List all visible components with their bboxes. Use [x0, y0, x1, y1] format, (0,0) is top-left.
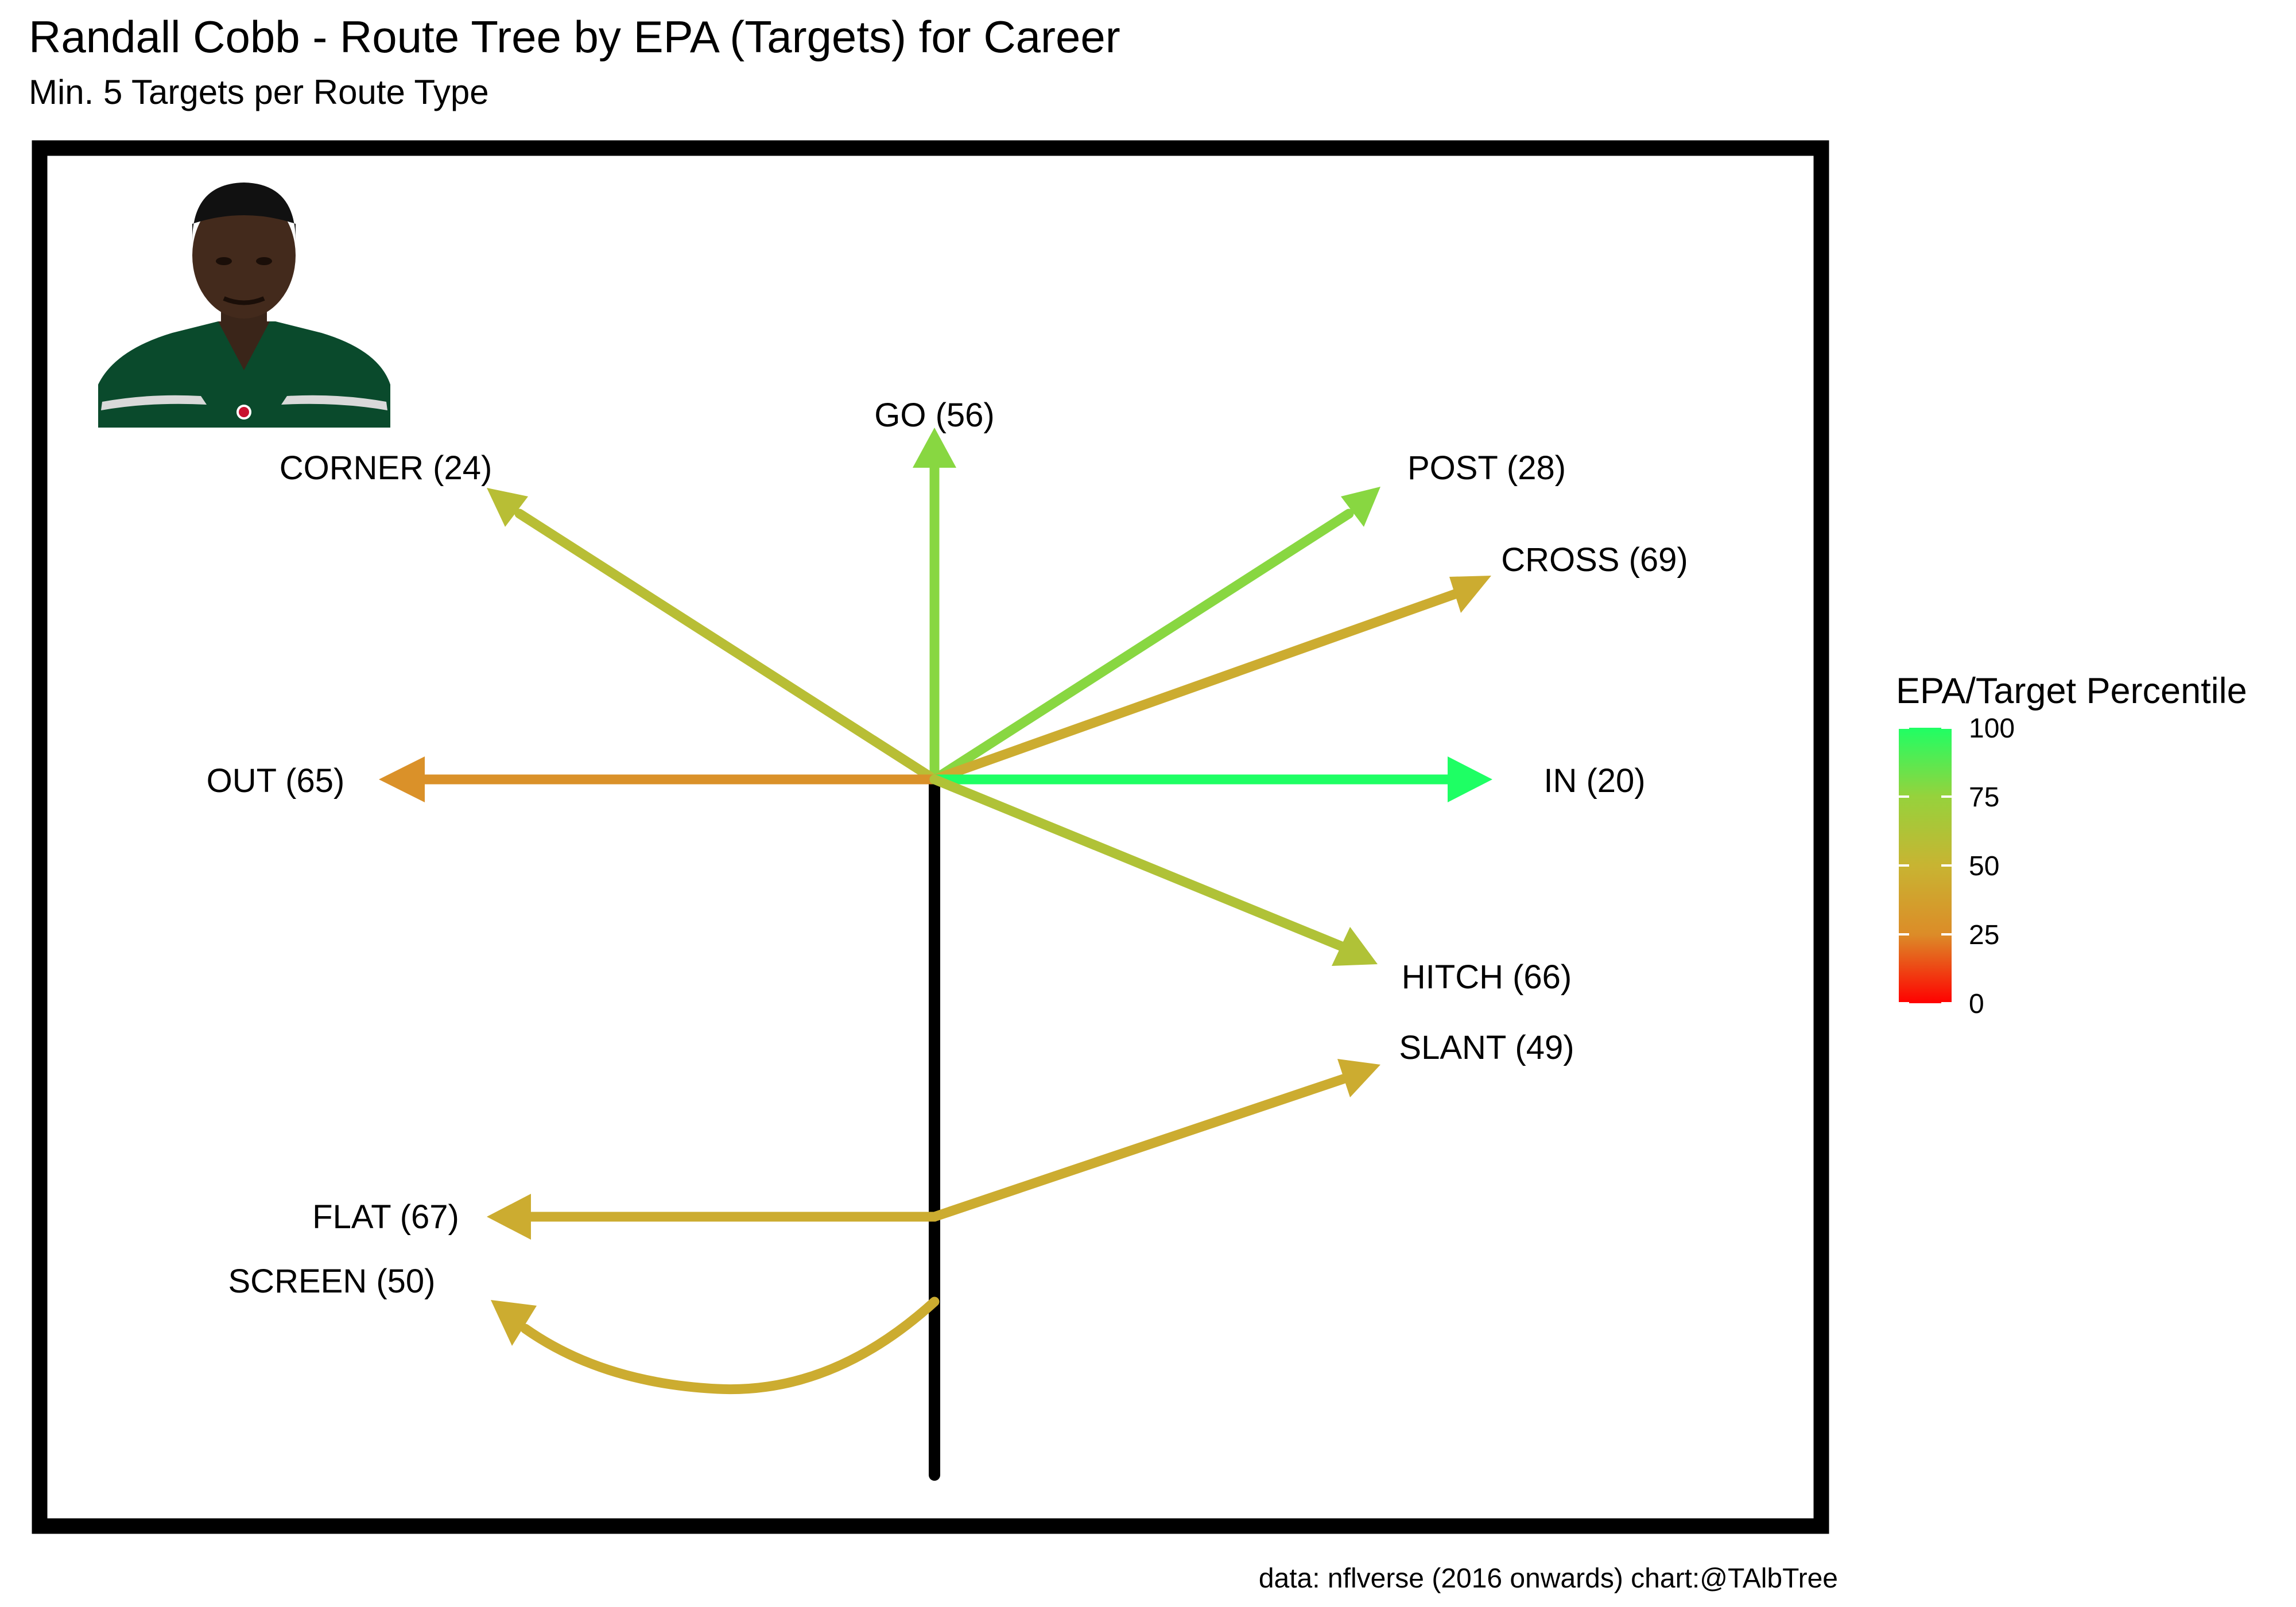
route-go-arrowhead [913, 428, 956, 468]
chart-caption: data: nflverse (2016 onwards) chart:@TAl… [1258, 1563, 1838, 1594]
route-slant-arrowhead [1337, 1059, 1380, 1097]
legend-tick-label: 75 [1969, 782, 1999, 813]
route-label-out: OUT (65) [207, 762, 345, 799]
route-screen [491, 1297, 940, 1395]
route-label-in: IN (20) [1543, 762, 1645, 799]
route-label-hitch: HITCH (66) [1402, 958, 1572, 996]
route-slant [929, 1059, 1380, 1222]
route-corner-line [514, 509, 940, 785]
route-post-arrowhead [1341, 487, 1380, 527]
legend-title: EPA/Target Percentile [1896, 671, 2247, 711]
route-flat [487, 1194, 940, 1240]
legend: EPA/Target Percentile 0 25 50 75 100 [1896, 671, 2247, 1019]
chart-title: Randall Cobb - Route Tree by EPA (Target… [29, 11, 1120, 62]
route-cross-line [929, 589, 1460, 785]
legend-tick-label: 25 [1969, 920, 1999, 950]
route-go [913, 428, 956, 785]
route-screen-arrowhead [491, 1300, 537, 1346]
route-label-cross: CROSS (69) [1501, 541, 1688, 579]
legend-ticks: 0 25 50 75 100 [1899, 713, 2015, 1019]
route-in-arrowhead [1448, 756, 1492, 802]
route-in [929, 756, 1492, 802]
route-out [379, 756, 940, 802]
route-corner-arrowhead [487, 488, 528, 527]
route-post [929, 487, 1380, 785]
route-screen-line [520, 1297, 940, 1395]
route-label-screen: SCREEN (50) [228, 1263, 436, 1300]
legend-tick-label: 100 [1969, 713, 2015, 744]
route-label-go: GO (56) [874, 397, 995, 434]
route-slant-line [929, 1074, 1348, 1222]
route-label-flat: FLAT (67) [312, 1198, 459, 1236]
route-hitch [929, 774, 1378, 966]
route-corner [487, 488, 940, 785]
legend-tick-label: 50 [1969, 851, 1999, 882]
route-hitch-line [929, 774, 1348, 952]
route-label-slant: SLANT (49) [1399, 1029, 1574, 1066]
route-out-arrowhead [379, 756, 425, 802]
route-cross-arrowhead [1449, 576, 1491, 613]
route-label-post: POST (28) [1407, 449, 1566, 487]
chart-subtitle: Min. 5 Targets per Route Type [29, 73, 489, 111]
plot-frame [32, 140, 1829, 1534]
route-flat-arrowhead [487, 1194, 531, 1240]
legend-tick-label: 0 [1969, 989, 1984, 1019]
route-post-line [929, 509, 1354, 785]
route-label-corner: CORNER (24) [280, 449, 492, 487]
route-cross [929, 576, 1491, 785]
player-headshot [98, 183, 390, 428]
route-hitch-arrowhead [1332, 927, 1378, 966]
